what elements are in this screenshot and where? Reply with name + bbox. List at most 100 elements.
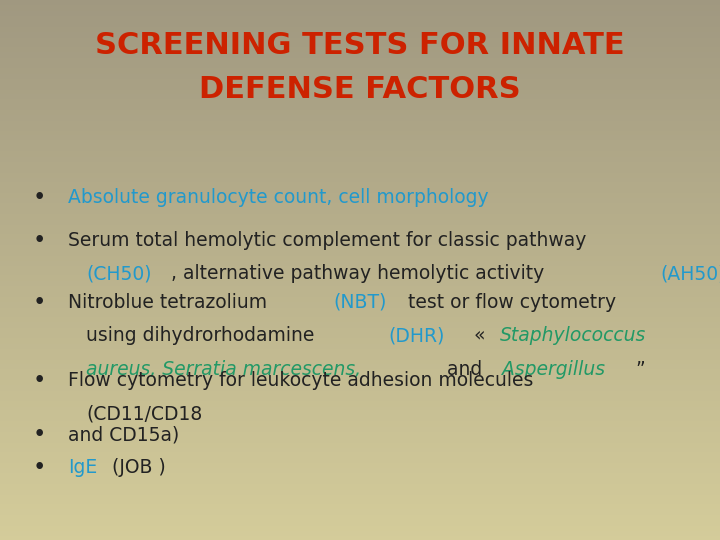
Bar xyxy=(0,128,720,130)
Bar xyxy=(0,231,720,232)
Bar xyxy=(0,70,720,72)
Bar xyxy=(0,140,720,142)
Bar xyxy=(0,39,720,42)
Bar xyxy=(0,86,720,88)
Bar xyxy=(0,223,720,225)
Bar xyxy=(0,130,720,131)
Text: IgE: IgE xyxy=(68,457,98,477)
Bar xyxy=(0,525,720,528)
Bar xyxy=(0,333,720,335)
Bar xyxy=(0,407,720,409)
Bar xyxy=(0,463,720,464)
Bar xyxy=(0,488,720,490)
Bar xyxy=(0,432,720,434)
Bar xyxy=(0,97,720,99)
Bar xyxy=(0,420,720,421)
Bar xyxy=(0,189,720,191)
Bar xyxy=(0,299,720,301)
Text: (CH50): (CH50) xyxy=(86,264,152,284)
Bar xyxy=(0,65,720,66)
Text: Serum total hemolytic complement for classic pathway: Serum total hemolytic complement for cla… xyxy=(68,231,587,250)
Bar xyxy=(0,34,720,36)
Bar xyxy=(0,263,720,265)
Bar xyxy=(0,320,720,322)
Bar xyxy=(0,239,720,241)
Bar xyxy=(0,355,720,356)
Bar xyxy=(0,259,720,261)
Bar xyxy=(0,417,720,420)
Bar xyxy=(0,69,720,70)
Bar xyxy=(0,351,720,353)
Bar xyxy=(0,353,720,355)
Text: Staphylococcus: Staphylococcus xyxy=(500,326,646,346)
Bar xyxy=(0,313,720,315)
Bar xyxy=(0,312,720,313)
Bar xyxy=(0,455,720,457)
Bar xyxy=(0,45,720,47)
Bar xyxy=(0,133,720,135)
Bar xyxy=(0,328,720,329)
Bar xyxy=(0,11,720,12)
Bar xyxy=(0,144,720,146)
Bar xyxy=(0,12,720,15)
Bar xyxy=(0,319,720,320)
Bar xyxy=(0,400,720,401)
Bar xyxy=(0,225,720,227)
Bar xyxy=(0,166,720,167)
Bar xyxy=(0,409,720,410)
Bar xyxy=(0,346,720,347)
Bar xyxy=(0,396,720,398)
Bar xyxy=(0,329,720,331)
Bar xyxy=(0,200,720,201)
Bar xyxy=(0,164,720,166)
Bar xyxy=(0,481,720,482)
Bar xyxy=(0,506,720,508)
Text: Aspergillus: Aspergillus xyxy=(503,360,606,379)
Bar xyxy=(0,108,720,110)
Bar xyxy=(0,220,720,221)
Bar xyxy=(0,518,720,520)
Text: Flow cytometry for leukocyte adhesion molecules: Flow cytometry for leukocyte adhesion mo… xyxy=(68,371,534,390)
Bar xyxy=(0,150,720,151)
Bar xyxy=(0,194,720,196)
Bar xyxy=(0,427,720,428)
Bar xyxy=(0,470,720,471)
Text: •: • xyxy=(33,291,46,314)
Bar xyxy=(0,27,720,29)
Bar xyxy=(0,398,720,400)
Bar xyxy=(0,214,720,216)
Bar xyxy=(0,187,720,189)
Bar xyxy=(0,479,720,481)
Bar xyxy=(0,178,720,180)
Bar xyxy=(0,265,720,266)
Bar xyxy=(0,153,720,155)
Bar xyxy=(0,340,720,342)
Bar xyxy=(0,83,720,85)
Bar xyxy=(0,5,720,7)
Bar xyxy=(0,207,720,209)
Bar xyxy=(0,228,720,231)
Bar xyxy=(0,212,720,214)
Bar xyxy=(0,22,720,23)
Bar xyxy=(0,279,720,281)
Bar xyxy=(0,20,720,22)
Bar xyxy=(0,290,720,292)
Text: SCREENING TESTS FOR INNATE: SCREENING TESTS FOR INNATE xyxy=(95,31,625,60)
Bar xyxy=(0,531,720,533)
Bar xyxy=(0,31,720,32)
Bar xyxy=(0,131,720,133)
Bar xyxy=(0,160,720,162)
Bar xyxy=(0,461,720,463)
Bar xyxy=(0,270,720,272)
Bar xyxy=(0,356,720,358)
Bar xyxy=(0,174,720,177)
Bar xyxy=(0,285,720,286)
Text: (DHR): (DHR) xyxy=(389,326,445,346)
Bar xyxy=(0,54,720,56)
Bar xyxy=(0,475,720,477)
Bar xyxy=(0,286,720,288)
Bar xyxy=(0,374,720,376)
Bar xyxy=(0,241,720,243)
Bar xyxy=(0,302,720,304)
Bar xyxy=(0,88,720,90)
